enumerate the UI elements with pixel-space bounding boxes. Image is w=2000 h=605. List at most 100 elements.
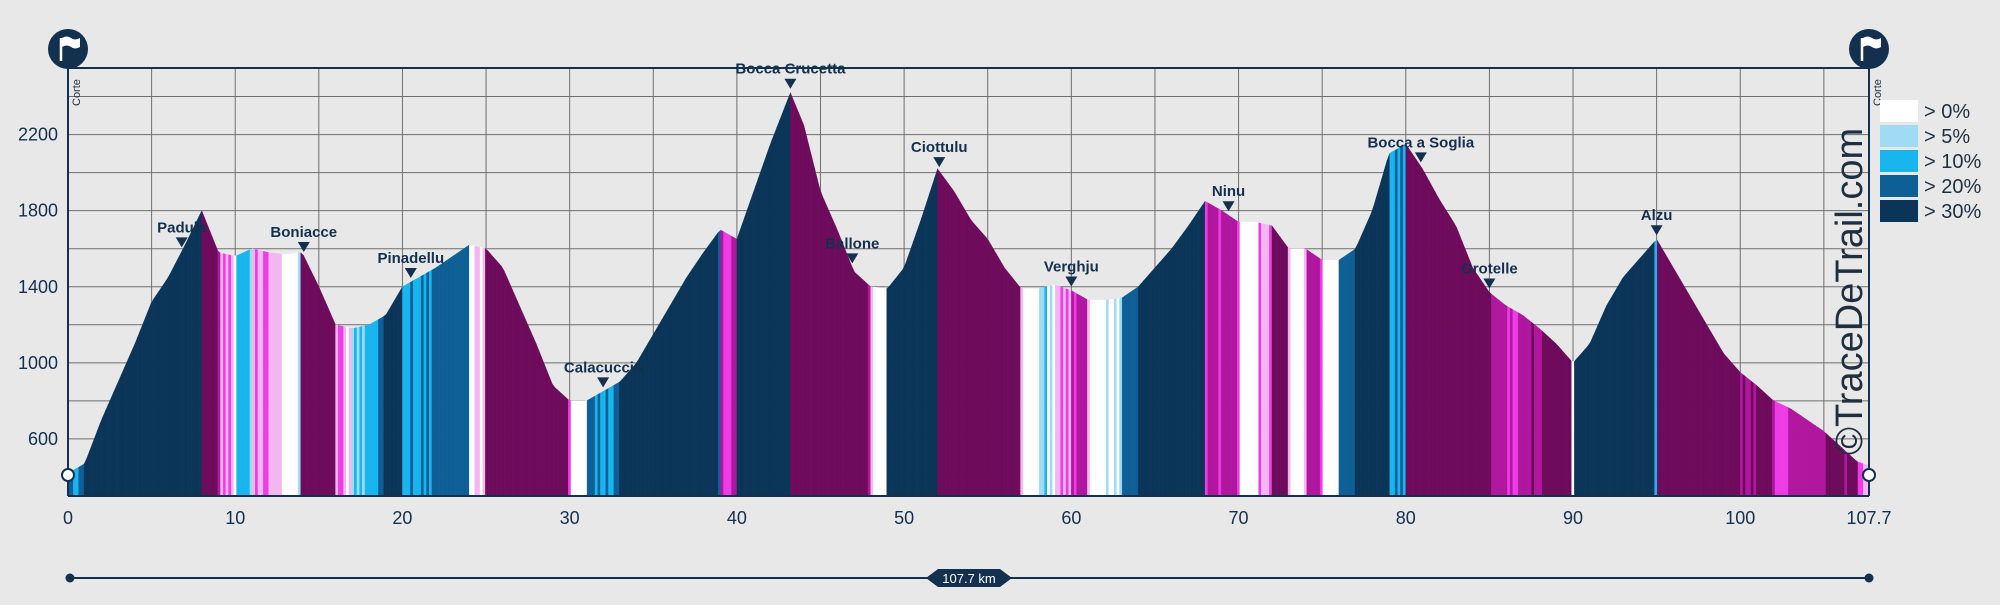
profile-segment <box>368 324 371 496</box>
profile-segment <box>269 253 272 496</box>
profile-segment <box>1660 245 1663 496</box>
profile-segment <box>1494 296 1497 496</box>
profile-segment <box>948 183 951 496</box>
profile-segment <box>362 326 365 496</box>
profile-segment <box>1326 260 1329 496</box>
profile-segment <box>1818 427 1821 496</box>
profile-segment <box>804 125 807 496</box>
y-tick-label: 2200 <box>18 125 58 145</box>
waypoint-label: Boniacce <box>270 224 337 241</box>
profile-segment <box>678 288 681 496</box>
profile-segment <box>959 200 962 496</box>
profile-segment <box>392 300 395 496</box>
profile-segment <box>156 291 159 496</box>
profile-segment <box>1007 271 1010 496</box>
profile-segment <box>1253 222 1256 496</box>
profile-segment <box>1775 401 1778 496</box>
profile-segment <box>622 377 625 496</box>
start-flag-icon <box>48 29 88 69</box>
profile-segment <box>1087 300 1090 496</box>
profile-segment <box>517 301 520 496</box>
profile-segment <box>1400 146 1403 496</box>
profile-segment <box>108 399 111 496</box>
profile-segment <box>140 324 143 496</box>
profile-segment <box>499 263 502 496</box>
profile-segment <box>344 327 347 496</box>
profile-segment <box>1810 422 1813 496</box>
profile-segment <box>1251 222 1254 496</box>
profile-segment <box>1098 300 1101 496</box>
profile-segment <box>1540 329 1543 496</box>
profile-segment <box>659 319 662 496</box>
profile-segment <box>306 261 309 496</box>
profile-segment <box>790 93 793 496</box>
legend-swatch <box>1880 100 1918 122</box>
profile-segment <box>413 279 416 496</box>
profile-segment <box>1802 416 1805 496</box>
profile-segment <box>1194 213 1197 496</box>
profile-segment <box>865 282 868 496</box>
profile-segment <box>1489 291 1492 496</box>
profile-segment <box>408 282 411 496</box>
profile-segment <box>756 178 759 496</box>
profile-segment <box>892 279 895 496</box>
profile-segment <box>1021 288 1024 496</box>
profile-segment <box>927 193 930 496</box>
profile-segment <box>515 295 518 496</box>
profile-segment <box>1644 251 1647 496</box>
profile-segment <box>911 241 914 496</box>
profile-segment <box>1759 387 1762 496</box>
profile-segment <box>635 361 638 496</box>
profile-segment <box>550 377 553 496</box>
profile-segment <box>127 356 130 496</box>
profile-segment <box>266 252 269 496</box>
profile-segment <box>263 251 266 496</box>
profile-segment <box>1299 249 1302 496</box>
profile-segment <box>1454 223 1457 496</box>
profile-segment <box>895 276 898 496</box>
profile-segment <box>1114 299 1117 496</box>
profile-segment <box>1564 352 1567 496</box>
profile-segment <box>467 245 470 496</box>
waypoint-label: Calacuccia <box>564 359 643 376</box>
profile-segment <box>1708 327 1711 496</box>
profile-segment <box>341 326 344 496</box>
profile-segment <box>311 272 314 496</box>
legend-label: > 5% <box>1924 126 1970 148</box>
profile-segment <box>1267 225 1270 496</box>
profile-segment <box>365 325 368 496</box>
profile-segment <box>531 332 534 496</box>
profile-segment <box>1668 259 1671 496</box>
profile-segment <box>475 246 478 496</box>
x-tick-label: 30 <box>560 508 580 528</box>
legend-label: > 10% <box>1924 151 1981 173</box>
profile-segment <box>1687 291 1690 496</box>
x-tick-label: 60 <box>1061 508 1081 528</box>
profile-segment <box>1558 346 1561 496</box>
profile-segment <box>852 267 855 496</box>
profile-segment <box>1556 343 1559 496</box>
profile-segment <box>1227 214 1230 496</box>
profile-segment <box>932 177 935 496</box>
profile-segment <box>373 321 376 496</box>
profile-segment <box>769 141 772 496</box>
profile-segment <box>1639 257 1642 496</box>
distance-badge-text: 107.7 km <box>942 571 995 586</box>
start-marker <box>62 469 74 481</box>
profile-segment <box>1376 188 1379 496</box>
profile-segment <box>568 400 571 496</box>
profile-segment <box>600 391 603 496</box>
profile-segment <box>1133 289 1136 496</box>
profile-segment <box>983 234 986 496</box>
profile-segment <box>1082 297 1085 496</box>
profile-segment <box>485 249 488 496</box>
profile-segment <box>1598 318 1601 496</box>
profile-segment <box>1462 241 1465 496</box>
profile-segment <box>1430 182 1433 496</box>
profile-segment <box>143 317 146 496</box>
profile-segment <box>303 255 306 496</box>
profile-segment <box>879 288 882 496</box>
profile-segment <box>221 253 224 496</box>
profile-segment <box>1449 214 1452 496</box>
profile-segment <box>196 216 199 496</box>
